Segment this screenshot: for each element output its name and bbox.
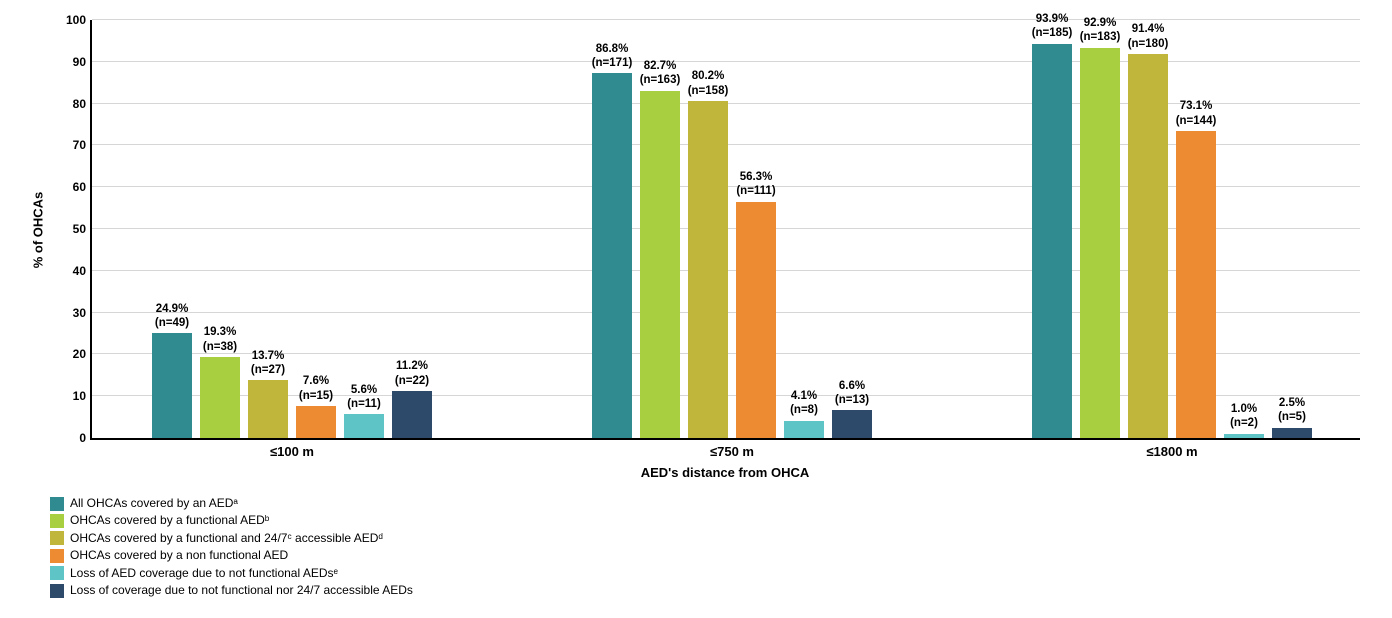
legend-swatch xyxy=(50,584,64,598)
y-tick-label: 20 xyxy=(73,347,92,361)
legend-item: OHCAs covered by a functional and 24/7ᶜ … xyxy=(50,530,413,547)
bar: 2.5%(n=5) xyxy=(1272,428,1312,439)
bar-rect xyxy=(248,380,288,438)
group-label: ≤750 m xyxy=(572,438,892,459)
bar-value-label: 1.0%(n=2) xyxy=(1230,402,1258,431)
bar-value-label: 56.3%(n=111) xyxy=(736,170,775,199)
bar: 13.7%(n=27) xyxy=(248,380,288,438)
bar-rect xyxy=(1272,428,1312,439)
legend-item: Loss of coverage due to not functional n… xyxy=(50,582,413,599)
bar: 4.1%(n=8) xyxy=(784,421,824,438)
y-tick-label: 100 xyxy=(66,13,92,27)
bar: 92.9%(n=183) xyxy=(1080,48,1120,438)
bar: 6.6%(n=13) xyxy=(832,410,872,438)
y-tick-label: 50 xyxy=(73,222,92,236)
bar-value-label: 24.9%(n=49) xyxy=(155,302,189,331)
legend-swatch xyxy=(50,549,64,563)
y-tick-label: 70 xyxy=(73,138,92,152)
legend-item: OHCAs covered by a non functional AED xyxy=(50,547,413,564)
legend-label: OHCAs covered by a non functional AED xyxy=(70,547,288,564)
bar-group: 24.9%(n=49)19.3%(n=38)13.7%(n=27)7.6%(n=… xyxy=(132,20,452,438)
bar-value-label: 13.7%(n=27) xyxy=(251,349,285,378)
y-tick-label: 0 xyxy=(79,431,92,445)
legend-item: OHCAs covered by a functional AEDᵇ xyxy=(50,512,413,529)
bar: 7.6%(n=15) xyxy=(296,406,336,438)
bar-value-label: 19.3%(n=38) xyxy=(203,325,237,354)
y-tick-label: 10 xyxy=(73,389,92,403)
bar: 73.1%(n=144) xyxy=(1176,131,1216,438)
legend-swatch xyxy=(50,531,64,545)
y-tick-label: 90 xyxy=(73,55,92,69)
bar-value-label: 91.4%(n=180) xyxy=(1128,22,1169,51)
bar: 11.2%(n=22) xyxy=(392,391,432,438)
bar-value-label: 82.7%(n=163) xyxy=(640,59,681,88)
bar-rect xyxy=(736,202,776,438)
legend-label: Loss of AED coverage due to not function… xyxy=(70,565,338,582)
legend-label: Loss of coverage due to not functional n… xyxy=(70,582,413,599)
y-tick-label: 80 xyxy=(73,97,92,111)
y-tick-label: 40 xyxy=(73,264,92,278)
legend-label: All OHCAs covered by an AEDᵃ xyxy=(70,495,238,512)
group-label: ≤100 m xyxy=(132,438,452,459)
legend-item: Loss of AED coverage due to not function… xyxy=(50,565,413,582)
bar-rect xyxy=(1032,44,1072,438)
bar-value-label: 92.9%(n=183) xyxy=(1080,16,1121,45)
bar-value-label: 93.9%(n=185) xyxy=(1032,12,1073,41)
y-tick-label: 30 xyxy=(73,306,92,320)
bar: 56.3%(n=111) xyxy=(736,202,776,438)
bar-rect xyxy=(392,391,432,438)
bar: 5.6%(n=11) xyxy=(344,414,384,438)
bar: 91.4%(n=180) xyxy=(1128,54,1168,438)
bar-rect xyxy=(592,73,632,438)
bar-rect xyxy=(200,357,240,438)
bar-rect xyxy=(1128,54,1168,438)
group-label: ≤1800 m xyxy=(1012,438,1332,459)
plot-area: 010203040506070809010024.9%(n=49)19.3%(n… xyxy=(90,20,1360,440)
legend-swatch xyxy=(50,566,64,580)
legend-item: All OHCAs covered by an AEDᵃ xyxy=(50,495,413,512)
bar: 24.9%(n=49) xyxy=(152,333,192,438)
bar-value-label: 5.6%(n=11) xyxy=(347,383,381,412)
bar: 82.7%(n=163) xyxy=(640,91,680,438)
bar-value-label: 86.8%(n=171) xyxy=(592,42,633,71)
bar-rect xyxy=(1176,131,1216,438)
bar-rect xyxy=(688,101,728,438)
bar-group: 93.9%(n=185)92.9%(n=183)91.4%(n=180)73.1… xyxy=(1012,20,1332,438)
y-axis-title: % of OHCAs xyxy=(31,192,46,269)
bar-value-label: 2.5%(n=5) xyxy=(1278,396,1306,425)
legend-swatch xyxy=(50,514,64,528)
bar-rect xyxy=(640,91,680,438)
bar-rect xyxy=(1080,48,1120,438)
bar-value-label: 80.2%(n=158) xyxy=(688,69,729,98)
legend-label: OHCAs covered by a functional and 24/7ᶜ … xyxy=(70,530,383,547)
bar-rect xyxy=(832,410,872,438)
bar-rect xyxy=(152,333,192,438)
x-axis-title: AED's distance from OHCA xyxy=(90,465,1360,480)
bar-value-label: 73.1%(n=144) xyxy=(1176,99,1217,128)
legend-swatch xyxy=(50,497,64,511)
bar-chart: % of OHCAs 010203040506070809010024.9%(n… xyxy=(20,10,1372,608)
legend: All OHCAs covered by an AEDᵃOHCAs covere… xyxy=(50,495,413,599)
bar-rect xyxy=(784,421,824,438)
legend-label: OHCAs covered by a functional AEDᵇ xyxy=(70,512,269,529)
bar: 19.3%(n=38) xyxy=(200,357,240,438)
bar-value-label: 6.6%(n=13) xyxy=(835,379,869,408)
bar: 93.9%(n=185) xyxy=(1032,44,1072,438)
bar-group: 86.8%(n=171)82.7%(n=163)80.2%(n=158)56.3… xyxy=(572,20,892,438)
bar-value-label: 4.1%(n=8) xyxy=(790,389,818,418)
bar-rect xyxy=(296,406,336,438)
bar: 86.8%(n=171) xyxy=(592,73,632,438)
bar-value-label: 11.2%(n=22) xyxy=(395,359,429,388)
bar-value-label: 7.6%(n=15) xyxy=(299,374,333,403)
y-tick-label: 60 xyxy=(73,180,92,194)
bar-rect xyxy=(344,414,384,438)
bar: 80.2%(n=158) xyxy=(688,101,728,438)
